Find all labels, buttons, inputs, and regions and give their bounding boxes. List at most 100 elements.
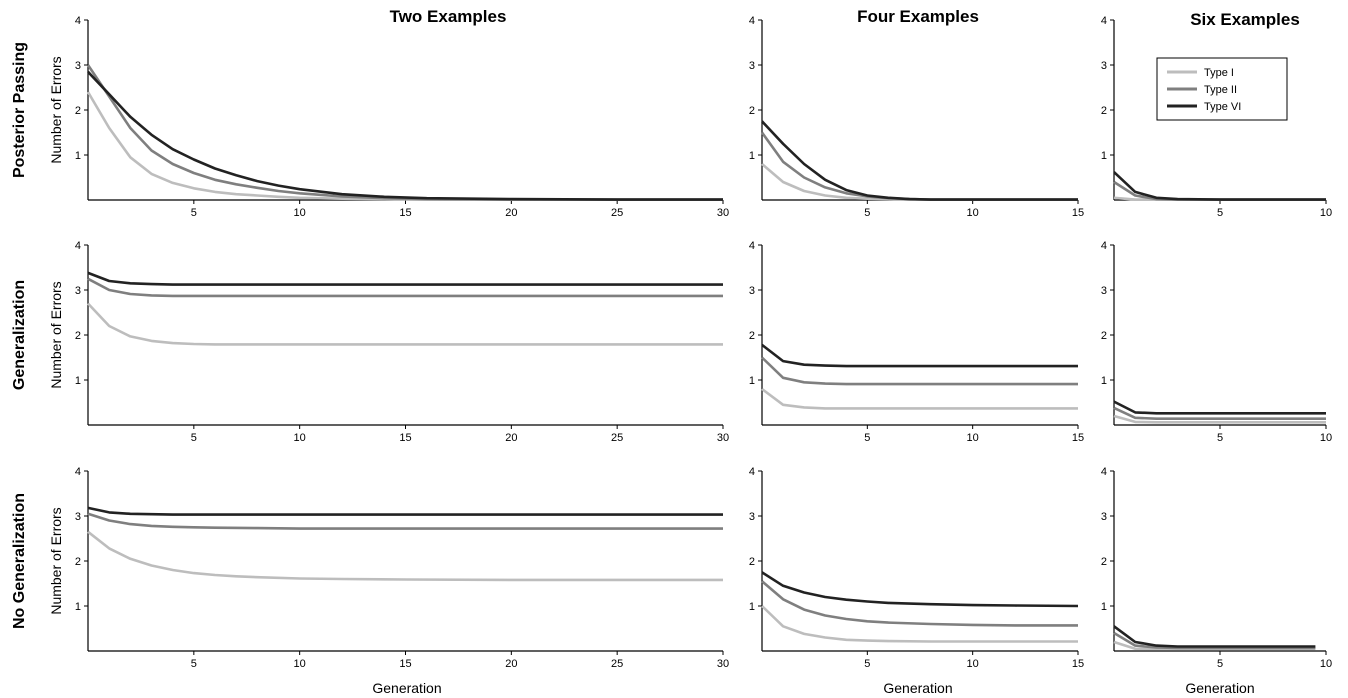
y-tick-label: 1 [1101, 150, 1107, 162]
x-tick-label: 15 [1072, 207, 1084, 219]
x-axis-label-2: Generation [1185, 680, 1254, 696]
x-tick-label: 20 [505, 658, 517, 670]
y-tick-label: 1 [1101, 601, 1107, 613]
y-tick-label: 2 [1101, 105, 1107, 117]
y-tick-label: 4 [749, 15, 755, 27]
series-line-type-vi [87, 70, 723, 201]
x-tick-label: 5 [1217, 432, 1223, 444]
y-axis-label-2: Number of Errors [48, 507, 64, 614]
y-axis-label-1: Number of Errors [48, 281, 64, 388]
y-tick-label: 2 [1101, 556, 1107, 568]
x-tick-label: 5 [1217, 207, 1223, 219]
x-tick-label: 15 [1072, 658, 1084, 670]
series-line-type-ii [1113, 406, 1326, 421]
x-tick-label: 20 [505, 432, 517, 444]
series-line-type-ii [1113, 180, 1326, 201]
x-tick-label: 5 [864, 658, 870, 670]
y-tick-label: 3 [75, 511, 81, 523]
series-line-type-i [761, 387, 1078, 410]
series-line-type-ii [86, 64, 723, 201]
y-tick-label: 4 [1101, 15, 1107, 27]
x-tick-label: 5 [191, 658, 197, 670]
series-line-type-vi [761, 571, 1079, 608]
series-line-type-ii [761, 356, 1078, 386]
y-tick-label: 1 [749, 601, 755, 613]
x-tick-label: 15 [399, 658, 411, 670]
x-tick-label: 5 [1217, 658, 1223, 670]
y-tick-label: 2 [75, 330, 81, 342]
series-line-type-vi [1113, 400, 1326, 415]
y-tick-label: 3 [1101, 285, 1107, 297]
x-tick-label: 10 [967, 207, 979, 219]
y-tick-label: 2 [749, 105, 755, 117]
y-tick-label: 4 [75, 15, 81, 27]
row-label-0: Posterior Passing [11, 42, 28, 178]
x-tick-label: 5 [864, 432, 870, 444]
y-tick-label: 1 [75, 601, 81, 613]
y-tick-label: 4 [749, 240, 755, 252]
column-title-1: Four Examples [857, 7, 979, 26]
x-tick-label: 25 [611, 207, 623, 219]
x-tick-label: 25 [611, 432, 623, 444]
column-title-2: Six Examples [1190, 10, 1300, 29]
legend-label-1: Type II [1204, 84, 1237, 96]
x-tick-label: 30 [717, 207, 729, 219]
series-line-type-i [761, 605, 1078, 643]
series-line-type-vi [1113, 625, 1316, 648]
y-tick-label: 3 [749, 511, 755, 523]
series-line-type-ii [87, 512, 723, 530]
series-line-type-i [87, 530, 723, 582]
y-tick-label: 3 [1101, 511, 1107, 523]
series-line-type-vi [1113, 171, 1326, 201]
series-line-type-vi [87, 271, 723, 286]
x-tick-label: 20 [505, 207, 517, 219]
legend-label-2: Type VI [1204, 101, 1241, 113]
y-tick-label: 2 [749, 556, 755, 568]
y-tick-label: 2 [75, 105, 81, 117]
x-tick-label: 10 [294, 207, 306, 219]
series-line-type-vi [87, 506, 723, 516]
y-tick-label: 2 [1101, 330, 1107, 342]
y-tick-label: 1 [75, 375, 81, 387]
x-tick-label: 15 [399, 432, 411, 444]
series-line-type-i [87, 302, 723, 346]
series-line-type-ii [761, 580, 1078, 627]
y-tick-label: 4 [75, 240, 81, 252]
series-line-type-i [86, 91, 723, 201]
x-axis-label-1: Generation [883, 680, 952, 696]
y-tick-label: 3 [75, 60, 81, 72]
x-tick-label: 5 [864, 207, 870, 219]
y-tick-label: 2 [749, 330, 755, 342]
x-tick-label: 10 [967, 432, 979, 444]
x-tick-label: 30 [717, 432, 729, 444]
y-tick-label: 4 [1101, 240, 1107, 252]
x-tick-label: 30 [717, 658, 729, 670]
series-line-type-ii [1113, 631, 1316, 650]
x-tick-label: 15 [399, 207, 411, 219]
x-tick-label: 10 [1320, 207, 1332, 219]
y-tick-label: 4 [1101, 466, 1107, 478]
column-title-0: Two Examples [390, 7, 507, 26]
x-tick-label: 5 [191, 432, 197, 444]
y-axis-label-0: Number of Errors [48, 56, 64, 163]
y-tick-label: 1 [749, 375, 755, 387]
x-axis-label-0: Generation [372, 680, 441, 696]
row-label-1: Generalization [11, 280, 28, 390]
y-tick-label: 4 [749, 466, 755, 478]
y-tick-label: 1 [75, 150, 81, 162]
y-tick-label: 4 [75, 466, 81, 478]
legend-label-0: Type I [1204, 67, 1234, 79]
y-tick-label: 1 [749, 150, 755, 162]
row-label-2: No Generalization [11, 493, 28, 629]
x-tick-label: 10 [1320, 658, 1332, 670]
series-line-type-ii [87, 277, 723, 298]
x-tick-label: 10 [294, 658, 306, 670]
y-tick-label: 3 [749, 60, 755, 72]
y-tick-label: 2 [75, 556, 81, 568]
x-tick-label: 10 [967, 658, 979, 670]
y-tick-label: 3 [75, 285, 81, 297]
x-tick-label: 15 [1072, 432, 1084, 444]
series-line-type-vi [761, 120, 1078, 201]
series-line-type-vi [761, 343, 1078, 368]
